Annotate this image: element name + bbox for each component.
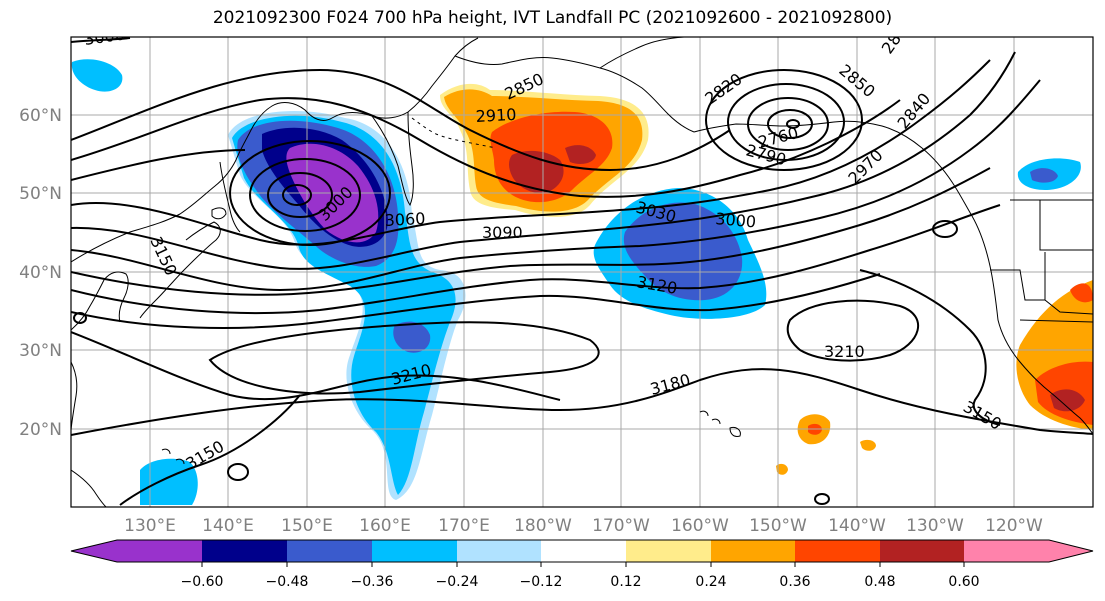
colorbar-tick: −0.24	[436, 574, 479, 590]
lon-label: 120°W	[985, 516, 1043, 536]
colorbar-swatch	[372, 540, 457, 562]
colorbar-swatch	[202, 540, 287, 562]
contour-label: 2910	[475, 105, 517, 126]
lat-label-60n: 60°N	[19, 106, 62, 126]
lat-label-40n: 40°N	[19, 263, 62, 283]
contour-label: 3090	[482, 223, 523, 242]
contour-label: 3060	[384, 209, 426, 230]
colorbar-tick: −0.12	[520, 574, 563, 590]
lon-label: 160°W	[671, 516, 729, 536]
lon-label: 140°E	[202, 516, 254, 536]
contour-label: 3000	[83, 24, 126, 48]
colorbar-tick: 0.12	[610, 574, 641, 590]
pos-region-small-3	[776, 463, 788, 475]
colorbar: −0.60 −0.48 −0.36 −0.24 −0.12 0.12 0.24 …	[70, 539, 1094, 590]
lon-label: 170°W	[592, 516, 650, 536]
lon-label: 180°W	[514, 516, 572, 536]
lon-label: 140°W	[828, 516, 886, 536]
colorbar-swatch	[287, 540, 372, 562]
pos-region-small-2	[860, 439, 876, 451]
lon-label: 150°W	[749, 516, 807, 536]
map-border	[70, 36, 1094, 508]
colorbar-swatch	[541, 540, 626, 562]
lon-label: 130°W	[906, 516, 964, 536]
colorbar-tick: −0.36	[351, 574, 394, 590]
colorbar-tick: 0.24	[695, 574, 726, 590]
colorbar-tick: 0.60	[948, 574, 979, 590]
colorbar-swatch	[626, 540, 711, 562]
contour-label: 3210	[824, 342, 865, 361]
colorbar-swatch	[795, 540, 880, 562]
colorbar-swatch	[71, 540, 117, 562]
lon-label: 170°E	[438, 516, 490, 536]
neg-region-south-blue	[393, 321, 431, 353]
map-title: 2021092300 F024 700 hPa height, IVT Land…	[212, 8, 893, 28]
neg-region-central-blue	[623, 202, 743, 301]
colorbar-swatch	[711, 540, 795, 562]
lat-label-20n: 20°N	[19, 420, 62, 440]
lon-label: 160°E	[359, 516, 411, 536]
colorbar-tick: 0.36	[779, 574, 810, 590]
contour-label: 3000	[715, 209, 757, 231]
colorbar-swatch	[457, 540, 541, 562]
colorbar-swatch	[1049, 540, 1093, 562]
colorbar-swatch	[964, 540, 1049, 562]
longitude-labels: 130°E 140°E 150°E 160°E 170°E 180°W 170°…	[124, 516, 1043, 536]
colorbar-outline	[70, 539, 1094, 563]
height-contours	[71, 37, 1093, 506]
colorbar-tick: 0.48	[864, 574, 895, 590]
lat-label-30n: 30°N	[19, 341, 62, 361]
graticule	[71, 37, 1093, 507]
colorbar-swatch	[117, 540, 202, 562]
colorbar-tick: −0.60	[181, 574, 224, 590]
neg-region-nw	[71, 59, 123, 92]
lon-label: 150°E	[281, 516, 333, 536]
colorbar-tick: −0.48	[266, 574, 309, 590]
coastlines	[71, 37, 1093, 507]
lat-label-50n: 50°N	[19, 184, 62, 204]
colorbar-swatch	[880, 540, 964, 562]
latitude-labels: 20°N 30°N 40°N 50°N 60°N	[19, 106, 62, 440]
lon-label: 130°E	[124, 516, 176, 536]
